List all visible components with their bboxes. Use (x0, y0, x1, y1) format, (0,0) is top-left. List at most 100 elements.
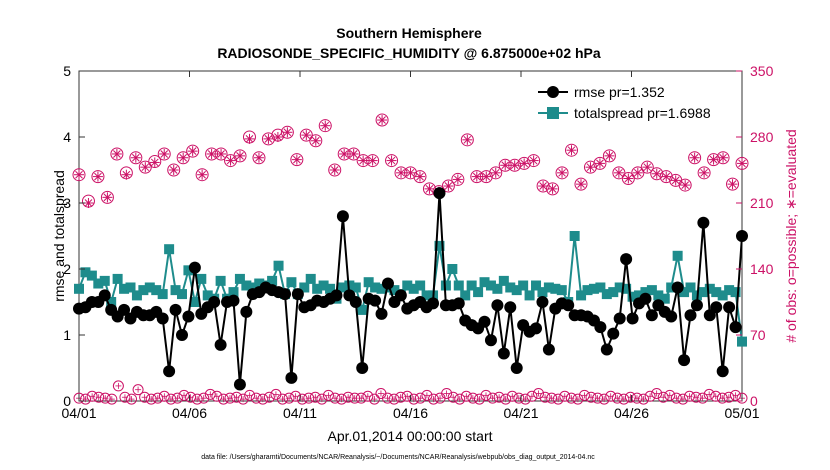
totalspread-point (737, 336, 747, 347)
totalspread-point (582, 285, 593, 296)
obs-possible-marker (157, 147, 171, 161)
totalspread-point (363, 277, 374, 288)
obs-evaluated-marker (424, 183, 435, 194)
totalspread-point (460, 290, 471, 301)
obs-evaluated-marker (670, 175, 681, 186)
rmse-point (433, 187, 446, 200)
totalspread-point (698, 287, 709, 298)
obs-evaluated-marker (253, 152, 264, 163)
obs-possible-marker (186, 144, 200, 158)
obs-possible-marker (328, 163, 342, 177)
low-obs-possible-marker (677, 393, 689, 405)
y-tick-label: 4 (63, 129, 71, 145)
obs-evaluated-marker (178, 152, 189, 163)
low-obs-possible-marker (152, 392, 164, 404)
low-obs-possible-marker (362, 390, 374, 402)
obs-possible-marker (441, 179, 455, 193)
obs-evaluated-marker (699, 167, 710, 178)
rmse-point (729, 321, 742, 334)
obs-possible-marker (91, 170, 105, 184)
obs-evaluated-marker (642, 162, 653, 173)
low-obs-possible-marker (93, 391, 105, 403)
totalspread-point (370, 282, 381, 293)
low-obs-possible-marker (158, 390, 170, 402)
obs-possible-marker (309, 134, 323, 148)
low-obs-possible-marker (244, 389, 256, 401)
obs-evaluated-marker (623, 173, 634, 184)
y-right-tick-label: 140 (750, 261, 774, 277)
low-obs-possible-marker (132, 384, 144, 396)
totalspread-point (93, 278, 104, 289)
x-tick-label: 05/01 (724, 405, 759, 421)
low-obs-possible-marker (309, 391, 321, 403)
low-obs-evaluated-marker (443, 390, 450, 397)
totalspread-point (634, 290, 645, 301)
obs-evaluated-marker (92, 171, 103, 182)
obs-evaluated-marker (140, 162, 151, 173)
low-obs-possible-marker (467, 392, 479, 404)
low-obs-possible-marker (605, 390, 617, 402)
totalspread-point (537, 287, 548, 298)
totalspread-point (112, 273, 123, 284)
obs-possible-marker (252, 151, 266, 165)
low-obs-possible-marker (126, 393, 138, 405)
obs-evaluated-marker (216, 148, 227, 159)
obs-possible-marker (726, 177, 740, 191)
low-obs-possible-marker (729, 389, 741, 401)
totalspread-point (325, 283, 336, 294)
low-obs-possible-marker (697, 392, 709, 404)
totalspread-point (556, 285, 567, 296)
rmse-point (665, 310, 678, 323)
low-obs-possible-marker (473, 393, 485, 405)
totalspread-point (286, 277, 297, 288)
totalspread-point (299, 282, 310, 293)
low-obs-evaluated-marker (115, 382, 122, 389)
totalspread-point (164, 244, 175, 255)
obs-evaluated-marker (358, 155, 369, 166)
rmse-point (163, 365, 176, 378)
obs-evaluated-marker (263, 133, 274, 144)
low-obs-possible-marker (80, 393, 92, 405)
low-obs-evaluated-marker (371, 396, 378, 403)
low-obs-possible-marker (198, 392, 210, 404)
obs-evaluated-marker (348, 148, 359, 159)
totalspread-point (550, 283, 561, 294)
totalspread-point (176, 289, 187, 300)
rmse-point (227, 294, 240, 307)
low-obs-possible-marker (401, 390, 413, 402)
low-obs-possible-marker (191, 393, 203, 405)
obs-evaluated-marker (301, 130, 312, 141)
legend-totalspread-label: totalspread pr=1.6988 (574, 105, 711, 121)
low-obs-possible-marker (559, 390, 571, 402)
obs-evaluated-marker (632, 167, 643, 178)
low-obs-possible-marker (322, 389, 334, 401)
low-obs-possible-marker (342, 391, 354, 403)
obs-evaluated-marker (111, 148, 122, 159)
obs-possible-marker (716, 151, 730, 165)
obs-possible-marker (138, 160, 152, 174)
low-obs-possible-marker (139, 391, 151, 403)
rmse-point (716, 365, 729, 378)
low-obs-possible-marker (736, 392, 748, 404)
obs-evaluated-marker (329, 165, 340, 175)
obs-evaluated-marker (121, 169, 132, 180)
totalspread-point (679, 287, 690, 298)
totalspread-point (588, 283, 599, 294)
obs-evaluated-marker (727, 179, 738, 190)
rmse-point (510, 362, 523, 374)
low-obs-possible-marker (644, 390, 656, 402)
obs-evaluated-marker (452, 174, 463, 185)
obs-evaluated-marker (566, 145, 577, 156)
low-obs-possible-marker (145, 393, 157, 405)
low-obs-possible-marker (710, 390, 722, 402)
obs-possible-marker (290, 153, 304, 167)
obs-evaluated-marker (197, 169, 208, 180)
obs-possible-marker (565, 143, 579, 157)
rmse-point (710, 301, 723, 314)
obs-possible-marker (72, 168, 86, 182)
low-obs-possible-marker (611, 392, 623, 404)
rmse-point (542, 343, 555, 356)
obs-possible-marker (148, 155, 162, 169)
low-obs-possible-marker (618, 393, 630, 405)
obs-evaluated-marker (737, 158, 747, 169)
